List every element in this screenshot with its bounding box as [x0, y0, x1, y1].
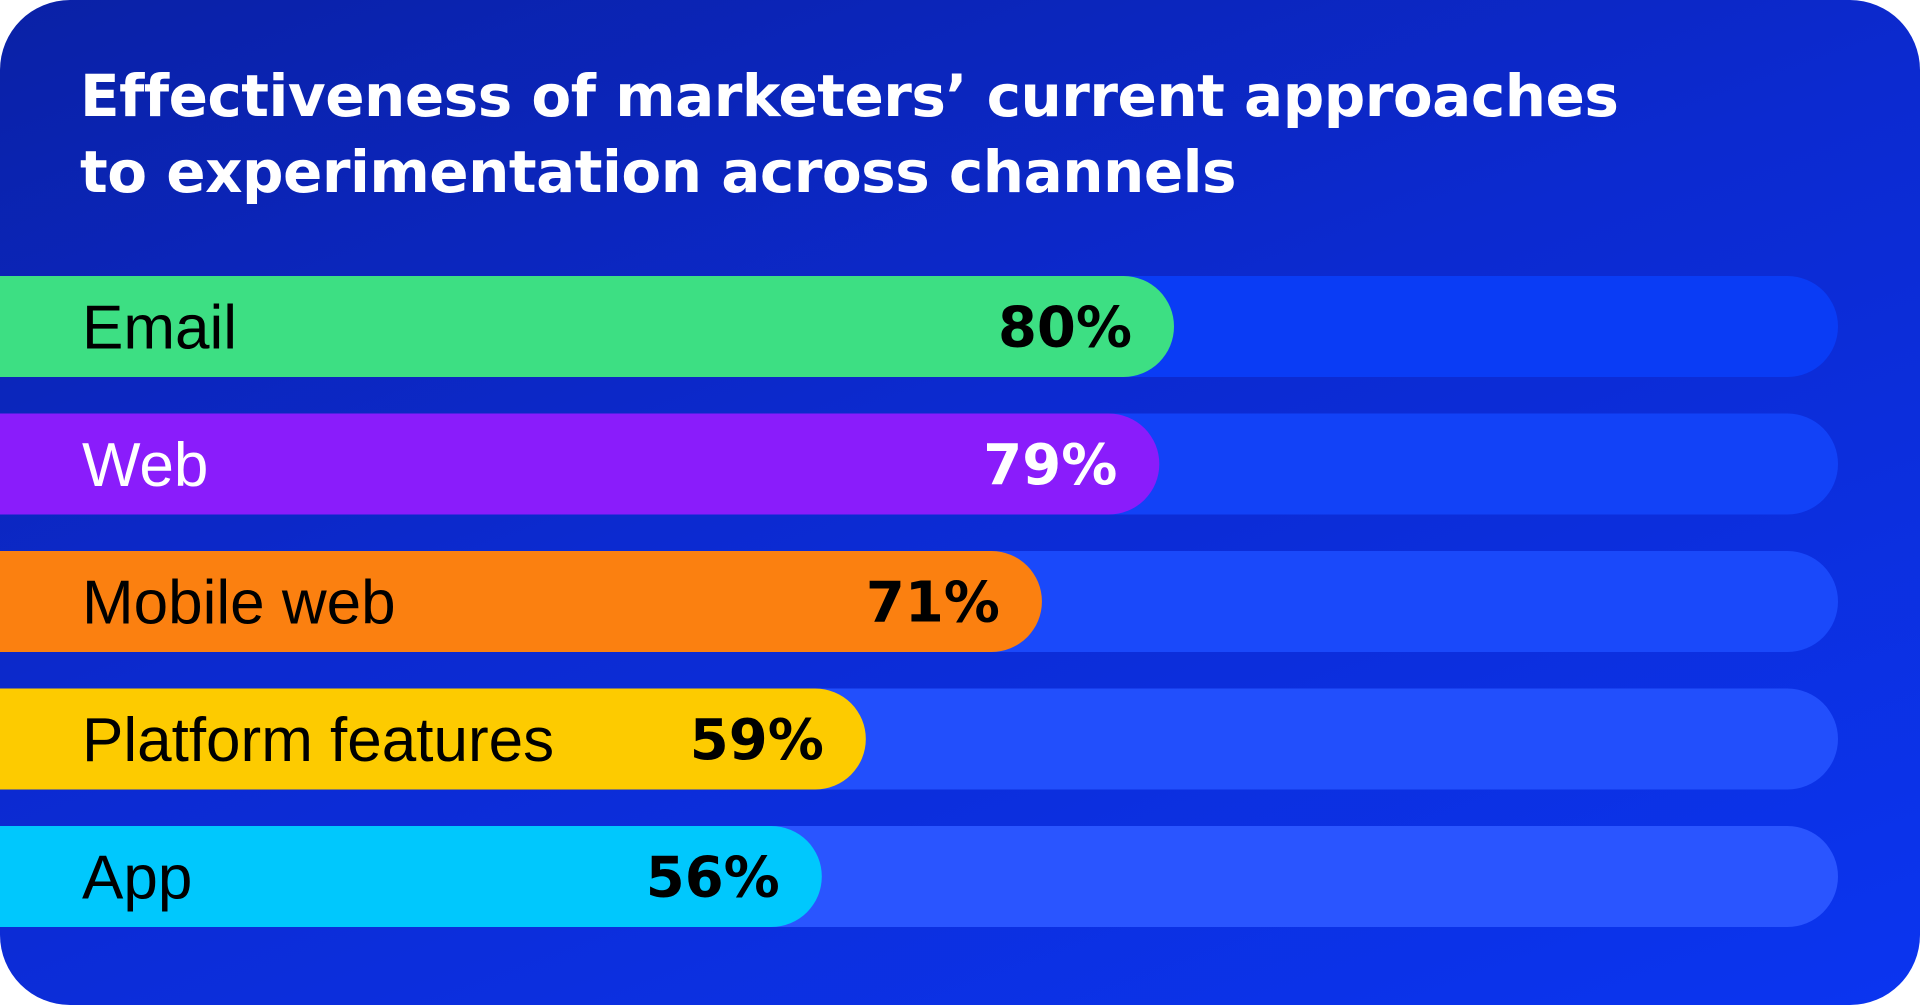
bar-label-web: Web: [82, 431, 208, 500]
bar-value-platform-features: 59%: [690, 708, 824, 773]
bar-row-app: App 56%: [0, 826, 1838, 927]
bar-value-app: 56%: [646, 846, 780, 911]
chart-title-line-2: to experimentation across channels: [80, 138, 1237, 206]
bar-label-mobile-web: Mobile web: [82, 569, 396, 638]
bar-value-mobile-web: 71%: [866, 571, 1000, 636]
bar-value-web: 79%: [983, 433, 1117, 498]
bar-label-email: Email: [82, 294, 237, 363]
bar-platform-features: [0, 688, 866, 790]
bar-row-platform-features: Platform features 59%: [0, 688, 1838, 790]
bar-mobile-web: [0, 551, 1042, 652]
bar-label-app: App: [82, 844, 192, 913]
bar-app: [0, 826, 822, 927]
chart-title: Effectiveness of marketers’ current appr…: [80, 58, 1680, 210]
bar-row-web: Web 79%: [0, 413, 1838, 515]
bar-label-platform-features: Platform features: [82, 706, 554, 775]
bar-row-email: Email 80%: [0, 276, 1838, 377]
bar-row-mobile-web: Mobile web 71%: [0, 551, 1838, 652]
bar-web: [0, 413, 1160, 515]
bar-value-email: 80%: [998, 296, 1132, 361]
bar-email: [0, 276, 1174, 377]
chart-title-line-1: Effectiveness of marketers’ current appr…: [80, 62, 1619, 130]
